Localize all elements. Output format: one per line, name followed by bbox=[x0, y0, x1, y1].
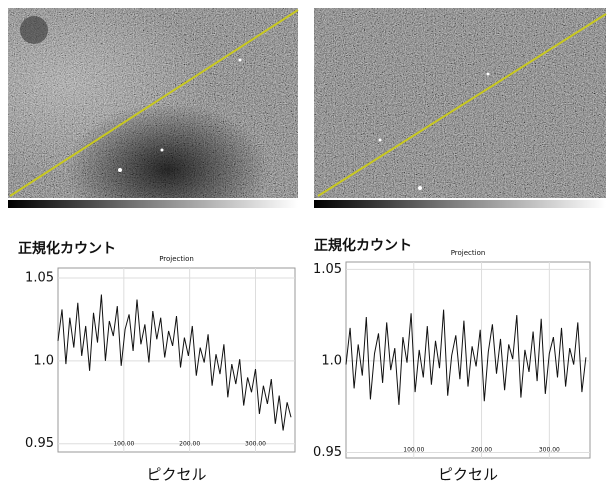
plot-area bbox=[345, 261, 591, 459]
plot-title: Projection bbox=[451, 249, 486, 257]
y-tick-label: 0.95 bbox=[313, 445, 342, 460]
y-axis-label: 正規化カウント bbox=[314, 237, 412, 254]
x-tick-label: 300.00 bbox=[539, 447, 560, 454]
plot-title: Projection bbox=[159, 255, 194, 263]
x-tick-label: 100.00 bbox=[403, 447, 424, 454]
x-tick-label: 100.00 bbox=[113, 441, 134, 448]
projection-line bbox=[57, 294, 292, 431]
image-left bbox=[8, 8, 299, 208]
x-axis-label: ピクセル bbox=[146, 466, 206, 484]
image-right bbox=[314, 8, 607, 208]
projection-line bbox=[345, 309, 587, 405]
plot-area bbox=[57, 267, 296, 453]
x-axis-label: ピクセル bbox=[438, 466, 498, 484]
y-tick-label: 0.95 bbox=[25, 436, 54, 451]
x-tick-label: 200.00 bbox=[179, 441, 200, 448]
x-tick-label: 300.00 bbox=[245, 441, 266, 448]
y-tick-label: 1.0 bbox=[321, 353, 342, 368]
y-tick-label: 1.05 bbox=[313, 262, 342, 277]
y-tick-label: 1.0 bbox=[33, 353, 54, 368]
y-axis-label: 正規化カウント bbox=[18, 240, 116, 257]
y-tick-label: 1.05 bbox=[25, 270, 54, 285]
x-tick-label: 200.00 bbox=[471, 447, 492, 454]
